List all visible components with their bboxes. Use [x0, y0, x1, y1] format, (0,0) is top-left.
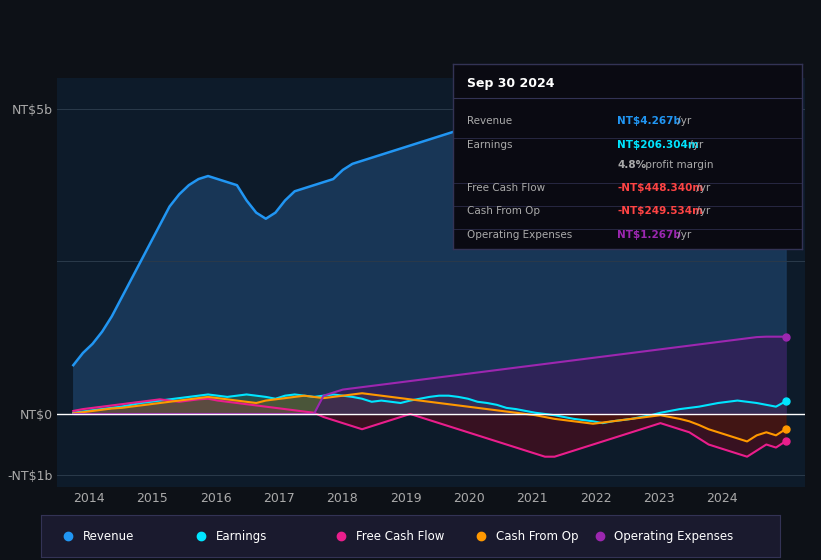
Text: Cash From Op: Cash From Op — [496, 530, 579, 543]
Text: Revenue: Revenue — [467, 116, 512, 126]
Text: /yr: /yr — [693, 183, 710, 193]
Text: Free Cash Flow: Free Cash Flow — [355, 530, 444, 543]
Text: Revenue: Revenue — [82, 530, 134, 543]
Text: Earnings: Earnings — [467, 140, 512, 150]
Text: /yr: /yr — [674, 116, 691, 126]
Text: -NT$249.534m: -NT$249.534m — [617, 206, 704, 216]
Text: Sep 30 2024: Sep 30 2024 — [467, 77, 555, 90]
Text: Earnings: Earnings — [215, 530, 267, 543]
Text: 4.8%: 4.8% — [617, 160, 646, 170]
Text: /yr: /yr — [686, 140, 704, 150]
Text: /yr: /yr — [674, 230, 691, 240]
Text: /yr: /yr — [693, 206, 710, 216]
Text: Free Cash Flow: Free Cash Flow — [467, 183, 545, 193]
Text: NT$4.267b: NT$4.267b — [617, 116, 681, 126]
Text: Cash From Op: Cash From Op — [467, 206, 540, 216]
Text: NT$206.304m: NT$206.304m — [617, 140, 699, 150]
Text: Operating Expenses: Operating Expenses — [614, 530, 734, 543]
Text: NT$1.267b: NT$1.267b — [617, 230, 681, 240]
Text: Operating Expenses: Operating Expenses — [467, 230, 572, 240]
Text: profit margin: profit margin — [642, 160, 713, 170]
Text: -NT$448.340m: -NT$448.340m — [617, 183, 704, 193]
